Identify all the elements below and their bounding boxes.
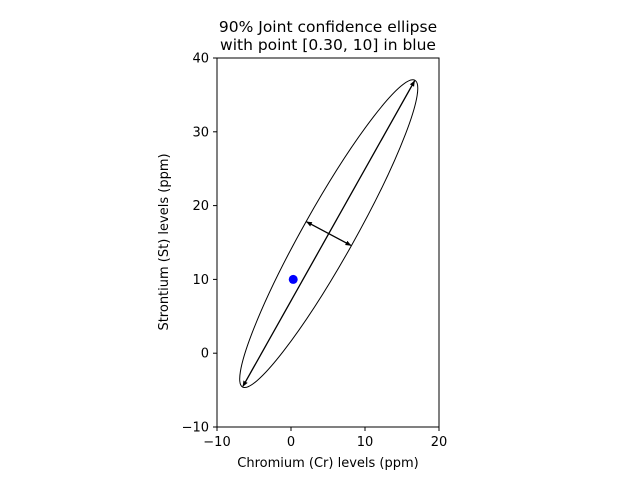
y-tick-label: 30 (192, 125, 209, 140)
chart-title-line-1: 90% Joint confidence ellipse (219, 18, 437, 36)
minor-axis-arrow (306, 221, 352, 247)
plot-area (239, 79, 419, 389)
y-tick-label: 10 (192, 273, 209, 288)
x-axis-label: Chromium (Cr) levels (ppm) (237, 456, 418, 471)
chart-title-line-2: with point [0.30, 10] in blue (220, 36, 436, 54)
x-tick-label: 0 (287, 435, 295, 450)
x-tick-label: 20 (431, 435, 448, 450)
x-tick-label: 10 (357, 435, 374, 450)
axes-frame (216, 57, 440, 428)
y-tick-label: −10 (182, 421, 209, 436)
tick-layer: −10 0 10 20 −10 0 10 20 30 40 (182, 52, 448, 451)
y-tick-label: 0 (201, 347, 209, 362)
y-axis-label: Strontium (St) levels (ppm) (157, 153, 172, 330)
y-tick-label: 40 (192, 52, 209, 67)
y-tick-label: 20 (192, 199, 209, 214)
x-tick-label: −10 (203, 435, 230, 450)
data-point (288, 274, 298, 284)
